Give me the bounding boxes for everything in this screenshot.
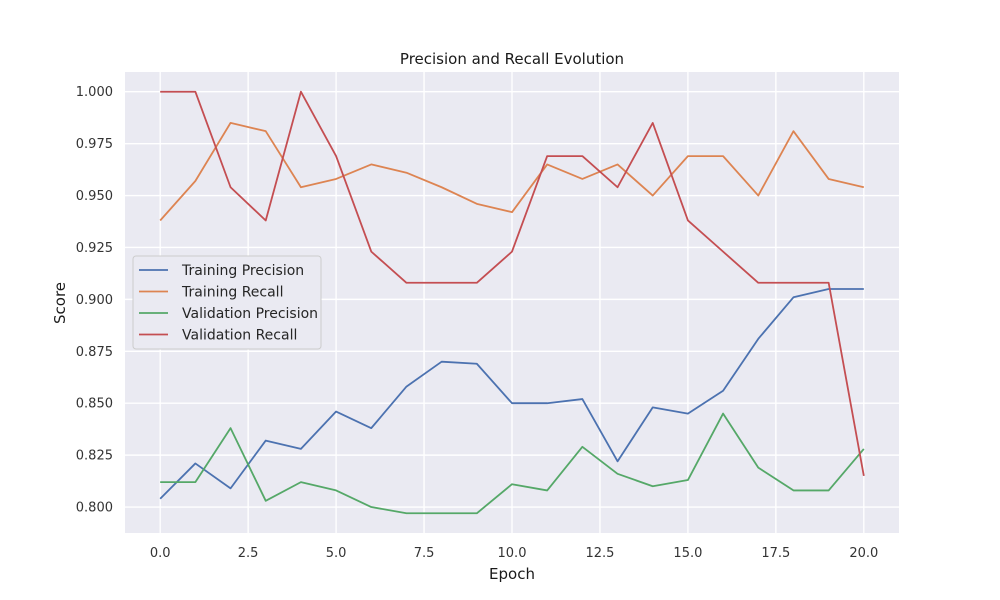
x-tick-label: 0.0 [150, 546, 171, 561]
chart-title: Precision and Recall Evolution [400, 50, 624, 68]
y-tick-label: 0.975 [76, 137, 113, 152]
legend-box [132, 255, 322, 350]
legend-label-validation-recall: Validation Recall [182, 328, 297, 344]
y-tick-label: 0.850 [76, 397, 113, 412]
x-tick-label: 10.0 [498, 546, 527, 561]
series-line-validation-precision [160, 412, 865, 515]
series-line-training-precision [159, 288, 864, 500]
x-tick-labels: 0.0 2.5 5.0 7.5 10.0 12.5 15.0 17.5 20.0 [150, 546, 878, 561]
y-tick-label: 0.875 [76, 345, 113, 360]
x-axis-label: Epoch [489, 565, 535, 583]
y-tick-labels: 0.800 0.825 0.850 0.875 0.900 0.925 0.950 0.975… [76, 85, 113, 515]
grid [125, 72, 899, 533]
legend: Training Precision Training Recall Validat… [132, 255, 322, 350]
x-tick-label: 5.0 [326, 546, 347, 561]
y-axis-label: Score [51, 282, 69, 324]
y-tick-label: 0.800 [76, 501, 113, 516]
y-tick-label: 0.825 [76, 449, 113, 464]
legend-label-training-precision: Training Precision [181, 263, 304, 279]
y-tick-label: 0.900 [76, 293, 113, 308]
x-tick-label: 17.5 [761, 546, 790, 561]
x-tick-label: 2.5 [238, 546, 259, 561]
x-tick-label: 7.5 [414, 546, 435, 561]
x-tick-label: 20.0 [849, 546, 878, 561]
legend-label-validation-precision: Validation Precision [182, 306, 318, 322]
series-line-training-recall [159, 121, 865, 222]
series-lines [159, 90, 865, 515]
y-tick-label: 0.950 [76, 189, 113, 204]
y-tick-label: 1.000 [76, 85, 113, 100]
legend-label-training-recall: Training Recall [181, 285, 283, 301]
x-tick-label: 15.0 [673, 546, 702, 561]
y-tick-label: 0.925 [76, 241, 113, 256]
x-tick-label: 12.5 [585, 546, 614, 561]
series-line-validation-recall [160, 90, 865, 477]
